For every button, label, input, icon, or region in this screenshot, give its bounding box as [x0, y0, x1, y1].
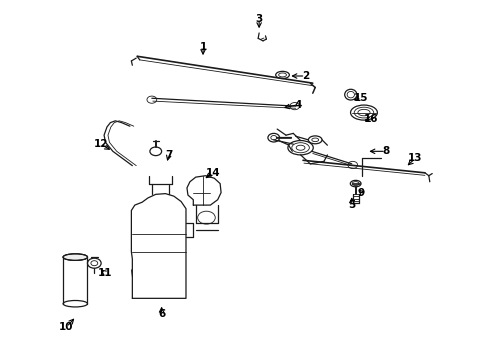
Text: 9: 9 [357, 188, 365, 198]
Text: 13: 13 [407, 153, 422, 163]
Text: 2: 2 [301, 71, 308, 81]
Text: 5: 5 [347, 200, 355, 210]
Ellipse shape [63, 254, 87, 260]
Text: 1: 1 [199, 42, 206, 52]
Text: 11: 11 [98, 268, 113, 278]
Text: 7: 7 [165, 150, 172, 160]
Text: 12: 12 [93, 139, 108, 149]
Text: 16: 16 [363, 114, 378, 124]
Text: 15: 15 [353, 93, 368, 103]
Text: 8: 8 [382, 146, 389, 156]
Text: 4: 4 [294, 100, 301, 110]
Text: 14: 14 [205, 168, 220, 178]
Text: 10: 10 [59, 322, 74, 332]
Text: 3: 3 [255, 14, 262, 24]
Text: 6: 6 [158, 310, 165, 319]
